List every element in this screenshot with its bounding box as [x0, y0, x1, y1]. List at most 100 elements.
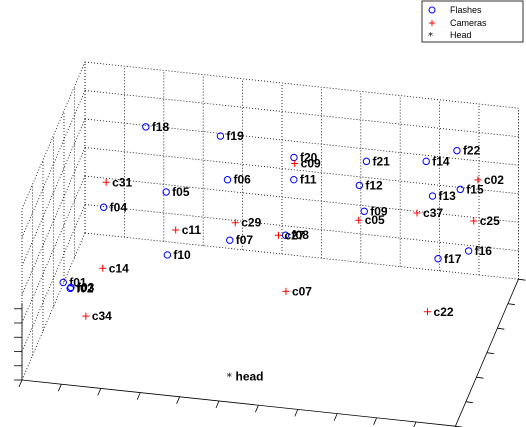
point-label-c31: c31 [112, 175, 132, 189]
point-label-f06: f06 [234, 173, 252, 187]
point-c14: c14 [99, 261, 129, 275]
point-label-c07: c07 [292, 284, 312, 298]
point-label-f20: f20 [300, 150, 318, 164]
point-label-f21: f21 [372, 154, 390, 168]
camera-marker [355, 216, 363, 224]
head-marker: * [227, 371, 233, 384]
point-label-f03: f03 [77, 280, 95, 294]
flash-marker [59, 278, 67, 287]
flash-marker [453, 146, 461, 155]
camera-marker [231, 219, 239, 227]
point-c09: c09 [291, 156, 321, 170]
camera-marker [274, 231, 282, 239]
y-tick [518, 278, 526, 281]
point-label-f18: f18 [152, 120, 170, 134]
point-label-c25: c25 [480, 214, 500, 228]
point-label-f05: f05 [172, 185, 190, 199]
flash-marker [216, 132, 225, 140]
x-tick [176, 396, 180, 404]
flash-marker [281, 231, 290, 239]
point-label-f02: f02 [76, 281, 94, 295]
point-label-c34: c34 [92, 309, 112, 323]
axes-grid [21, 61, 519, 427]
point-label-f19: f19 [226, 129, 244, 143]
legend: Flashes Cameras * Head [421, 0, 524, 43]
point-label-head: head [236, 370, 264, 384]
flash-marker [362, 157, 371, 166]
flash-marker [360, 207, 368, 215]
point-f02: f02 [66, 281, 94, 295]
grid-line [84, 232, 519, 280]
grid-line [21, 90, 86, 238]
x-tick [136, 392, 141, 400]
point-c05: c05 [355, 213, 385, 227]
point-f22: f22 [453, 144, 481, 158]
point-f05: f05 [162, 185, 190, 199]
point-f16: f16 [464, 244, 493, 258]
camera-marker [99, 264, 107, 272]
legend-label-cameras: Cameras [450, 18, 487, 28]
point-label-c11: c11 [182, 223, 202, 237]
flash-marker [422, 157, 430, 166]
legend-entry-cameras: Cameras [429, 18, 487, 28]
point-label-c05: c05 [365, 213, 385, 227]
legend-entry-flashes: Flashes [428, 5, 482, 15]
point-label-f07: f07 [236, 233, 254, 247]
camera-marker-icon [429, 20, 435, 26]
point-f06: f06 [223, 173, 252, 187]
point-c07: c07 [282, 284, 312, 298]
flash-marker [290, 153, 298, 162]
point-label-c14: c14 [109, 261, 129, 275]
flash-marker [66, 284, 74, 293]
point-label-f12: f12 [365, 178, 383, 192]
grid-line [84, 175, 519, 223]
grid-line [84, 61, 519, 109]
legend-label-head: Head [450, 30, 472, 40]
point-label-f16: f16 [475, 244, 493, 258]
point-label-c22: c22 [434, 305, 454, 319]
point-label-f04: f04 [110, 200, 128, 214]
point-label-f11: f11 [300, 173, 317, 187]
camera-marker [470, 217, 478, 225]
point-label-f15: f15 [466, 182, 484, 196]
axis-ticks [14, 278, 526, 427]
point-f14: f14 [422, 154, 450, 168]
y-tick [476, 376, 484, 379]
point-label-f13: f13 [439, 189, 457, 203]
camera-marker [413, 209, 421, 217]
point-label-f08: f08 [292, 228, 310, 242]
flash-marker [99, 203, 108, 211]
point-f11: f11 [290, 173, 317, 187]
grid-line [21, 147, 86, 295]
grid-line [21, 61, 86, 210]
point-label-f22: f22 [463, 144, 481, 158]
flash-marker [163, 251, 172, 259]
grid-line [84, 147, 519, 195]
point-label-c29: c29 [241, 216, 261, 230]
camera-marker [291, 159, 299, 167]
x-tick [413, 421, 417, 427]
point-c34: c34 [82, 309, 112, 323]
legend-label-flashes: Flashes [450, 5, 482, 15]
flash-marker [456, 185, 465, 194]
point-f21: f21 [362, 154, 390, 168]
point-label-f09: f09 [370, 204, 388, 218]
grid-line [84, 90, 519, 138]
point-label-f14: f14 [432, 154, 450, 168]
flash-marker [464, 247, 473, 255]
point-f04: f04 [99, 200, 128, 214]
point-label-f17: f17 [444, 252, 462, 266]
flash-marker [223, 176, 232, 184]
x-tick [333, 413, 338, 421]
point-label-c02: c02 [484, 173, 504, 187]
camera-marker [102, 178, 110, 186]
point-c11: c11 [172, 223, 201, 237]
point-c27: c27 [274, 228, 305, 242]
point-f07: f07 [226, 233, 254, 247]
flash-marker [434, 255, 442, 263]
camera-marker [474, 176, 482, 184]
point-f03: f03 [67, 280, 95, 294]
point-f18: f18 [142, 120, 170, 134]
